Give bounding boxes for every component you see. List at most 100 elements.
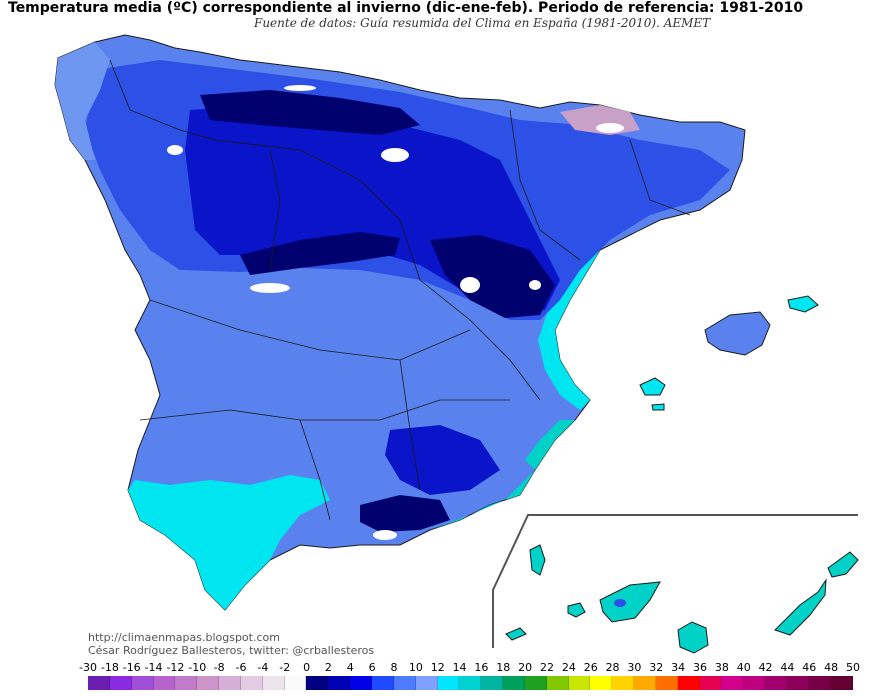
legend-swatch — [481, 676, 504, 690]
legend-swatch — [153, 676, 176, 690]
legend-tick: 22 — [540, 661, 554, 674]
legend-tick: -12 — [166, 661, 185, 674]
mallorca — [704, 311, 771, 356]
legend-tick: 32 — [649, 661, 664, 674]
menorca — [787, 295, 819, 313]
legend-swatch — [109, 676, 132, 690]
legend-swatch — [393, 676, 416, 690]
el-hierro — [505, 627, 527, 641]
legend-swatch — [743, 676, 766, 690]
fuerteventura — [774, 578, 827, 636]
legend-labels: -30 -18 -16 -14 -12 -10 -8 -6 -4 -2 0 2 4 6 8 10 12 14 16 1… — [0, 661, 870, 675]
legend-swatch — [721, 676, 744, 690]
legend-swatch — [568, 676, 591, 690]
legend-tick: 14 — [452, 661, 467, 674]
la-palma — [529, 544, 546, 576]
legend-tick: -2 — [279, 661, 291, 674]
formentera — [651, 403, 665, 411]
legend-tick: 44 — [780, 661, 795, 674]
legend-tick: 50 — [846, 661, 860, 674]
betic-cold — [385, 425, 500, 495]
legend-swatch — [546, 676, 569, 690]
legend-tick: -14 — [144, 661, 163, 674]
sierra-nevada-cold — [360, 495, 450, 532]
legend-swatch — [459, 676, 482, 690]
murcia-coast — [525, 420, 575, 470]
legend-tick: -30 — [79, 661, 97, 674]
legend-tick: -6 — [235, 661, 247, 674]
galicia-coast — [55, 42, 110, 160]
legend-tick: 34 — [671, 661, 686, 674]
credit-blog: http://climaenmapas.blogspot.com — [88, 631, 280, 644]
legend-swatch — [787, 676, 809, 690]
canary-islands — [505, 544, 859, 654]
legend-swatch — [350, 676, 372, 690]
legend-swatch — [765, 676, 787, 690]
legend-tick: 42 — [758, 661, 773, 674]
legend-tick: 28 — [605, 661, 620, 674]
legend-tick: 4 — [346, 661, 354, 674]
legend-tick: 48 — [824, 661, 839, 674]
map-subtitle: Fuente de datos: Guía resumida del Clima… — [254, 16, 711, 30]
legend-swatch — [219, 676, 241, 690]
legend-swatch — [677, 676, 700, 690]
legend-tick: 12 — [430, 661, 445, 674]
teide-cold — [614, 599, 626, 607]
legend-tick: 26 — [583, 661, 598, 674]
legend-tick: 40 — [736, 661, 751, 674]
legend-swatch — [634, 676, 656, 690]
legend-swatch — [437, 676, 460, 690]
la-gomera — [567, 602, 586, 618]
legend-swatch — [808, 676, 831, 690]
gran-canaria — [677, 621, 709, 654]
central-system-coldest — [240, 232, 400, 275]
legend-swatch — [655, 676, 678, 690]
legend-swatch — [131, 676, 154, 690]
east-coast-warm — [538, 250, 600, 410]
legend-tick: 18 — [496, 661, 511, 674]
balearic-islands — [639, 295, 819, 411]
legend-tick: 46 — [802, 661, 817, 674]
legend-swatch — [415, 676, 438, 690]
tenerife — [599, 581, 661, 623]
legend-swatch — [524, 676, 547, 690]
legend-tick: 6 — [368, 661, 376, 674]
legend-swatch — [175, 676, 198, 690]
cantabrian-coldest — [200, 90, 420, 135]
legend-swatch — [503, 676, 525, 690]
credit-author: César Rodríguez Ballesteros, twitter: @c… — [88, 644, 375, 657]
legend-swatch — [371, 676, 394, 690]
legend-tick: 20 — [518, 661, 533, 674]
iberian-system-coldest — [430, 235, 555, 318]
temperature-map — [54, 34, 859, 654]
legend-tick: -8 — [213, 661, 225, 674]
canary-inset-frame — [492, 514, 858, 648]
legend-tick: -16 — [122, 661, 141, 674]
legend-swatch — [590, 676, 613, 690]
ibiza — [639, 377, 666, 396]
legend-tick: 2 — [324, 661, 332, 674]
legend-color-bar — [88, 676, 853, 690]
legend-swatch — [306, 676, 329, 690]
legend-swatch — [88, 676, 110, 690]
legend-swatch — [240, 676, 263, 690]
legend-swatch — [197, 676, 220, 690]
legend-tick: -10 — [188, 661, 207, 674]
legend-tick: 0 — [303, 661, 311, 674]
legend-tick: 24 — [561, 661, 576, 674]
legend-swatch — [262, 676, 285, 690]
legend-tick: 10 — [408, 661, 423, 674]
legend-swatch — [612, 676, 635, 690]
legend-tick: 30 — [627, 661, 642, 674]
south-warm-region — [128, 475, 330, 610]
legend-swatch — [699, 676, 722, 690]
legend-swatch — [284, 676, 307, 690]
legend-swatch — [328, 676, 351, 690]
legend-tick: -18 — [100, 661, 119, 674]
legend-tick: 8 — [390, 661, 398, 674]
map-title: Temperatura media (ºC) correspondiente a… — [8, 0, 804, 16]
legend-tick: 36 — [693, 661, 707, 674]
snow-patches — [167, 85, 624, 540]
region-borders — [109, 59, 691, 521]
legend-tick: 16 — [474, 661, 489, 674]
